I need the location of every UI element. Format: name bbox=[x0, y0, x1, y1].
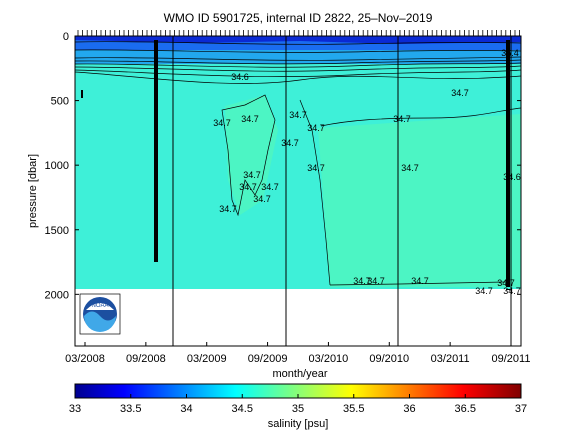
contour-line bbox=[74, 69, 522, 77]
contour-label: 34.7 bbox=[289, 110, 307, 120]
contour-label: 34.7 bbox=[241, 114, 259, 124]
colorbar-tick-label: 34 bbox=[180, 403, 192, 415]
contour-line bbox=[74, 41, 522, 45]
contour-label: 34.7 bbox=[353, 276, 371, 286]
profile-spike bbox=[506, 40, 510, 290]
x-tick-label: 03/2010 bbox=[309, 353, 349, 365]
colorbar-tick-label: 36 bbox=[403, 403, 415, 415]
x-tick-label: 03/2008 bbox=[65, 353, 105, 365]
contour-label: 34.7 bbox=[253, 194, 271, 204]
contour-line bbox=[74, 56, 522, 61]
thermocline-layer bbox=[75, 48, 521, 64]
colorbar-tick-label: 35 bbox=[292, 403, 304, 415]
logo-bird bbox=[86, 303, 114, 310]
y-tick-label: 0 bbox=[63, 31, 69, 43]
contour-label: 34.7 bbox=[307, 163, 325, 173]
contour-label: 34.7 bbox=[213, 118, 231, 128]
contour-line bbox=[74, 49, 522, 53]
y-tick-label: 2000 bbox=[45, 289, 69, 301]
colorbar: 33 33.5 34 34.5 35 35.5 36 36.5 37 bbox=[69, 383, 527, 415]
contour-label: 34.7 bbox=[219, 204, 237, 214]
contour-label: 36.4 bbox=[501, 48, 519, 58]
colorbar-tick-label: 37 bbox=[515, 403, 527, 415]
logo-wave bbox=[84, 311, 116, 332]
fresh-surface-band bbox=[75, 36, 521, 44]
saline-deep-region bbox=[318, 114, 521, 288]
profile-tick-marks bbox=[77, 30, 520, 36]
contour-label: 34.7 bbox=[261, 182, 279, 192]
x-tick-label: 09/2009 bbox=[248, 353, 288, 365]
x-tick-label: 03/2011 bbox=[431, 353, 470, 365]
contour-label: 34.7 bbox=[401, 163, 419, 173]
contour-labels: 36.434.634.7 34.7 34.734.734.734.734.734.7… bbox=[213, 48, 521, 296]
x-tick-label: 09/2011 bbox=[492, 353, 531, 365]
contour-line bbox=[74, 71, 522, 84]
y-tick-label: 500 bbox=[51, 96, 69, 108]
x-tick-label: 09/2008 bbox=[126, 353, 166, 365]
contour-outline bbox=[221, 94, 276, 217]
contour-outline bbox=[320, 107, 522, 127]
contour-label: 34.7 bbox=[411, 276, 429, 286]
profile-mark bbox=[81, 90, 83, 98]
contour-label: 34.7 bbox=[503, 286, 521, 296]
contour-label: 34.7 bbox=[451, 88, 469, 98]
data-bottom-edge bbox=[75, 287, 521, 289]
noaa-logo: NOAA bbox=[79, 293, 121, 335]
contour-line bbox=[74, 65, 522, 72]
contour-label: 34.7 bbox=[281, 138, 299, 148]
colorbar-tick-label: 33.5 bbox=[120, 403, 141, 415]
y-tick-label: 1500 bbox=[45, 225, 69, 237]
contour-label: 34.7 bbox=[393, 114, 411, 124]
contour-label: 34.6 bbox=[503, 172, 521, 182]
contour-label: 34.7 bbox=[497, 278, 515, 288]
y-axis: 0 500 1000 1500 2000 bbox=[45, 31, 521, 301]
contour-label: 34.6 bbox=[231, 72, 249, 82]
profile-spike bbox=[154, 40, 158, 262]
y-tick-label: 1000 bbox=[45, 160, 69, 172]
colorbar-tick-label: 34.5 bbox=[232, 403, 253, 415]
x-axis: 03/2008 09/2008 03/2009 09/2009 03/2010 09/20… bbox=[65, 342, 530, 365]
plot-frame bbox=[74, 35, 522, 347]
colorbar-tick-label: 36.5 bbox=[455, 403, 476, 415]
colorbar-label: salinity [psu] bbox=[268, 418, 329, 430]
colorbar-tick-label: 35.5 bbox=[343, 403, 364, 415]
contour-label: 34.7 bbox=[243, 170, 261, 180]
contour-outline bbox=[329, 281, 506, 286]
chart-title: WMO ID 5901725, internal ID 2822, 25–Nov… bbox=[164, 11, 433, 25]
contour-label: 34.7 bbox=[239, 182, 257, 192]
y-axis-label: pressure [dbar] bbox=[27, 154, 39, 228]
x-axis-label: month/year bbox=[272, 368, 327, 380]
contour-line bbox=[74, 59, 522, 65]
colorbar-tick-label: 33 bbox=[69, 403, 81, 415]
saline-patch bbox=[225, 95, 278, 215]
logo-text: NOAA bbox=[91, 303, 108, 309]
contour-label: 34.7 bbox=[475, 286, 493, 296]
plot-area: 36.434.634.7 34.7 34.734.734.734.734.734.7… bbox=[74, 30, 522, 347]
contour-line bbox=[74, 62, 522, 68]
x-tick-label: 09/2010 bbox=[369, 353, 409, 365]
contour-label: 34.7 bbox=[367, 276, 385, 286]
x-tick-label: 03/2009 bbox=[187, 353, 227, 365]
colorbar-ticks: 33 33.5 34 34.5 35 35.5 36 36.5 37 bbox=[69, 394, 527, 415]
contour-label: 34.7 bbox=[307, 123, 325, 133]
contour-outline bbox=[299, 99, 331, 286]
